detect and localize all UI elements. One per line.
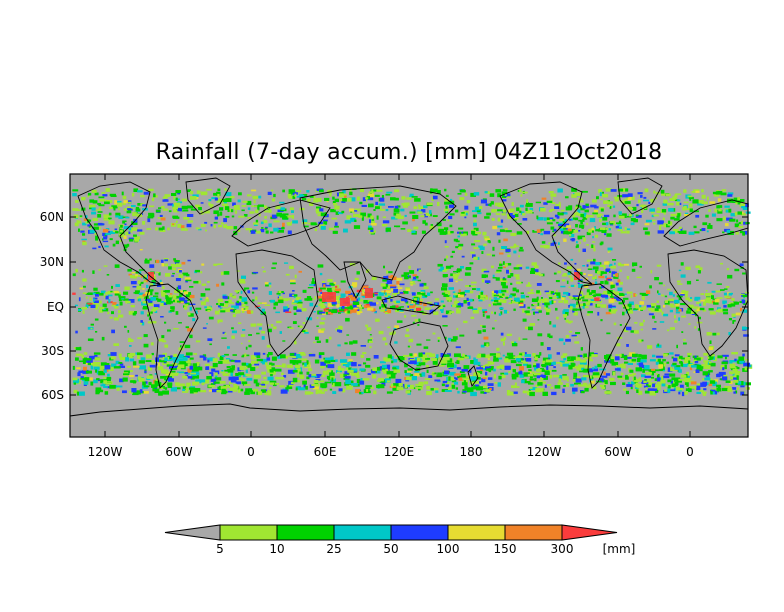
coastline-14: [667, 249, 749, 357]
legend-label-5: 5: [216, 542, 224, 556]
lon-label-120e: 120E: [383, 445, 415, 459]
heavy-rain-cell: [365, 288, 373, 298]
rain-band: [72, 352, 753, 397]
lon-label-0-east: 0: [686, 445, 694, 459]
lat-label-30s: 30S: [41, 344, 64, 358]
coastline-6: [343, 261, 367, 299]
coastline-8: [389, 321, 449, 371]
lon-label-60w-east: 60W: [604, 445, 632, 459]
lon-label-0: 0: [247, 445, 255, 459]
colorbar-over-arrow: [561, 524, 618, 541]
lon-label-120w-east: 120W: [526, 445, 562, 459]
legend-label-150: 150: [493, 542, 517, 556]
coastlines: [77, 177, 749, 389]
coastline-4: [235, 249, 319, 357]
antarctica-landmass: [69, 403, 749, 438]
rain-band: [561, 258, 625, 303]
coastline-11: [577, 283, 631, 389]
legend-label-10: 10: [269, 542, 285, 556]
coastline-0: [77, 181, 161, 285]
rainfall-fields: [72, 188, 753, 397]
map-frame: [69, 173, 749, 438]
colorbar-swatch-2: [333, 524, 392, 541]
lon-label-180: 180: [459, 445, 483, 459]
coastline-9: [467, 365, 479, 387]
coastline-3: [231, 199, 331, 247]
colorbar-swatch-5: [504, 524, 563, 541]
colorbar-under-arrow: [164, 524, 221, 541]
colorbar-swatch-4: [447, 524, 506, 541]
rain-band: [441, 230, 524, 303]
heavy-rain-cell: [340, 298, 350, 306]
coastline-10: [499, 181, 593, 285]
lat-label-eq: EQ: [46, 300, 64, 314]
legend-label-25: 25: [326, 542, 342, 556]
axis-ticks: [70, 174, 748, 437]
lat-label-60n: 60N: [39, 210, 64, 224]
coastline-12: [617, 177, 663, 215]
legend-label-100: 100: [436, 542, 460, 556]
coastline-2: [185, 177, 231, 215]
colorbar-swatch-1: [276, 524, 335, 541]
map-title: Rainfall (7-day accum.) [mm] 04Z11Oct201…: [155, 140, 663, 165]
colorbar: [164, 524, 618, 541]
legend-label-50: 50: [383, 542, 399, 556]
heavy-rain-cell: [148, 272, 154, 280]
rain-band: [540, 205, 616, 253]
lon-label-60w: 60W: [165, 445, 193, 459]
heavy-rain-cell: [574, 272, 580, 280]
lon-label-120w: 120W: [87, 445, 123, 459]
heavy-rain-cell: [322, 292, 336, 302]
map-panel: [69, 173, 753, 438]
colorbar-swatch-0: [219, 524, 278, 541]
coastline-1: [145, 283, 199, 389]
coastline-5: [299, 185, 457, 281]
colorbar-swatch-3: [390, 524, 449, 541]
coastline-7: [381, 295, 442, 315]
lat-label-30n: 30N: [39, 255, 64, 269]
lat-label-60s: 60S: [41, 388, 64, 402]
lon-label-60e: 60E: [313, 445, 337, 459]
legend-label-300: 300: [550, 542, 574, 556]
legend-unit: [mm]: [602, 542, 636, 556]
